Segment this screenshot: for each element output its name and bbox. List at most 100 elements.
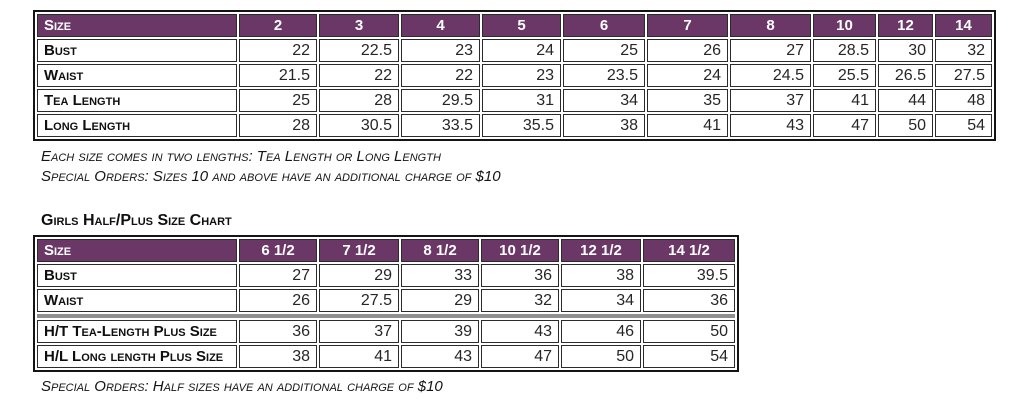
measurement-cell: 47: [813, 114, 876, 137]
measurement-cell: 22: [239, 39, 317, 62]
measurement-cell: 28.5: [813, 39, 876, 62]
measurement-cell: 36: [481, 264, 559, 287]
measurement-cell: 31: [482, 89, 561, 112]
measurement-cell: 46: [561, 320, 641, 343]
column-header-size-4: 4: [401, 14, 480, 37]
measurement-cell: 21.5: [239, 64, 317, 87]
column-header-size-6: 6: [563, 14, 645, 37]
measurement-cell: 22: [401, 64, 480, 87]
row-label-bust: Bust: [37, 264, 237, 287]
row-label-waist: Waist: [37, 289, 237, 312]
size-header-label: Size: [37, 14, 237, 37]
column-header-size-14-half: 14 1/2: [643, 239, 735, 262]
note-special-orders-half-sizes: Special Orders: Half sizes have an addit…: [41, 378, 443, 395]
measurement-cell: 28: [319, 89, 399, 112]
measurement-cell: 37: [319, 320, 399, 343]
header-row: Size 6 1/2 7 1/2 8 1/2 10 1/2 12 1/2 14 …: [37, 239, 735, 262]
measurement-cell: 30.5: [319, 114, 399, 137]
table-row-bust: Bust 27 29 33 36 38 39.5: [37, 264, 735, 287]
measurement-cell: 47: [481, 345, 559, 368]
measurement-cell: 38: [561, 264, 641, 287]
column-header-size-12-half: 12 1/2: [561, 239, 641, 262]
measurement-cell: 27: [730, 39, 811, 62]
measurement-cell: 26.5: [878, 64, 933, 87]
measurement-cell: 22.5: [319, 39, 399, 62]
measurement-cell: 41: [319, 345, 399, 368]
measurement-cell: 38: [563, 114, 645, 137]
measurement-cell: 54: [643, 345, 735, 368]
measurement-cell: 27.5: [935, 64, 992, 87]
measurement-cell: 35.5: [482, 114, 561, 137]
measurement-cell: 22: [319, 64, 399, 87]
measurement-cell: 27.5: [319, 289, 399, 312]
column-header-size-10-half: 10 1/2: [481, 239, 559, 262]
measurement-cell: 23.5: [563, 64, 645, 87]
measurement-cell: 39: [401, 320, 479, 343]
column-header-size-7: 7: [647, 14, 728, 37]
measurement-cell: 35: [647, 89, 728, 112]
separator-band: [37, 314, 735, 318]
table-row-tea-length-plus: H/T Tea-Length Plus Size 36 37 39 43 46 …: [37, 320, 735, 343]
separator-band-cell: [37, 314, 735, 318]
measurement-cell: 25: [563, 39, 645, 62]
header-row: Size 2 3 4 5 6 7 8 10 12 14: [37, 14, 992, 37]
column-header-size-3: 3: [319, 14, 399, 37]
measurement-cell: 50: [878, 114, 933, 137]
measurement-cell: 33: [401, 264, 479, 287]
measurement-cell: 29: [401, 289, 479, 312]
row-label-long-length-plus: H/L Long length Plus Size: [37, 345, 237, 368]
row-label-tea-length: Tea Length: [37, 89, 237, 112]
measurement-cell: 50: [561, 345, 641, 368]
column-header-size-8: 8: [730, 14, 811, 37]
measurement-cell: 24: [647, 64, 728, 87]
column-header-size-6-half: 6 1/2: [239, 239, 317, 262]
measurement-cell: 37: [730, 89, 811, 112]
measurement-cell: 54: [935, 114, 992, 137]
column-header-size-14: 14: [935, 14, 992, 37]
column-header-size-2: 2: [239, 14, 317, 37]
half-plus-chart-title: Girls Half/Plus Size Chart: [41, 212, 232, 229]
girls-size-chart-table: Size 2 3 4 5 6 7 8 10 12 14 Bust 22 22.5…: [33, 10, 996, 141]
measurement-cell: 32: [481, 289, 559, 312]
column-header-size-5: 5: [482, 14, 561, 37]
column-header-size-12: 12: [878, 14, 933, 37]
measurement-cell: 28: [239, 114, 317, 137]
measurement-cell: 23: [401, 39, 480, 62]
measurement-cell: 43: [481, 320, 559, 343]
measurement-cell: 34: [561, 289, 641, 312]
measurement-cell: 39.5: [643, 264, 735, 287]
measurement-cell: 33.5: [401, 114, 480, 137]
table-row-long-length-plus: H/L Long length Plus Size 38 41 43 47 50…: [37, 345, 735, 368]
measurement-cell: 36: [643, 289, 735, 312]
row-label-long-length: Long Length: [37, 114, 237, 137]
column-header-size-10: 10: [813, 14, 876, 37]
measurement-cell: 25: [239, 89, 317, 112]
table-row-waist: Waist 21.5 22 22 23 23.5 24 24.5 25.5 26…: [37, 64, 992, 87]
measurement-cell: 26: [647, 39, 728, 62]
size-header-label: Size: [37, 239, 237, 262]
measurement-cell: 26: [239, 289, 317, 312]
table-row-waist: Waist 26 27.5 29 32 34 36: [37, 289, 735, 312]
measurement-cell: 50: [643, 320, 735, 343]
row-label-bust: Bust: [37, 39, 237, 62]
measurement-cell: 44: [878, 89, 933, 112]
note-special-orders-sizes: Special Orders: Sizes 10 and above have …: [41, 168, 501, 185]
measurement-cell: 30: [878, 39, 933, 62]
measurement-cell: 41: [813, 89, 876, 112]
note-two-lengths: Each size comes in two lengths: Tea Leng…: [41, 148, 441, 165]
row-label-tea-length-plus: H/T Tea-Length Plus Size: [37, 320, 237, 343]
girls-half-plus-size-chart-table: Size 6 1/2 7 1/2 8 1/2 10 1/2 12 1/2 14 …: [33, 235, 739, 372]
column-header-size-7-half: 7 1/2: [319, 239, 399, 262]
measurement-cell: 36: [239, 320, 317, 343]
measurement-cell: 25.5: [813, 64, 876, 87]
measurement-cell: 24.5: [730, 64, 811, 87]
measurement-cell: 23: [482, 64, 561, 87]
measurement-cell: 24: [482, 39, 561, 62]
measurement-cell: 29: [319, 264, 399, 287]
measurement-cell: 48: [935, 89, 992, 112]
measurement-cell: 38: [239, 345, 317, 368]
table-row-bust: Bust 22 22.5 23 24 25 26 27 28.5 30 32: [37, 39, 992, 62]
measurement-cell: 34: [563, 89, 645, 112]
measurement-cell: 29.5: [401, 89, 480, 112]
